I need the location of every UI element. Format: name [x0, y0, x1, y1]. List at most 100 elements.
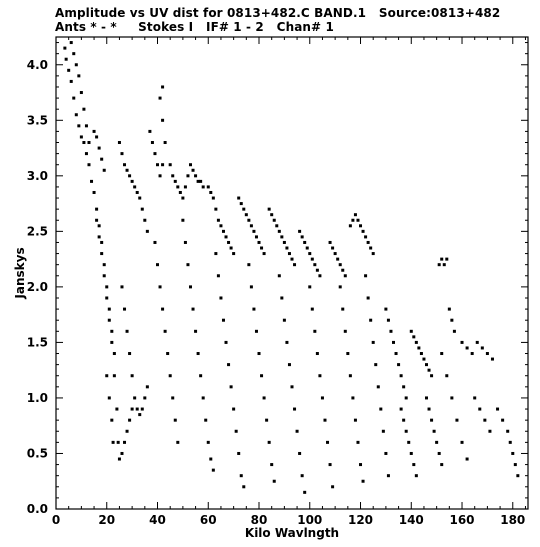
data-point	[282, 318, 286, 322]
data-point	[389, 329, 393, 333]
data-point	[328, 463, 332, 467]
data-point	[100, 157, 104, 161]
data-point	[353, 418, 357, 422]
data-point	[485, 352, 489, 356]
data-point	[414, 474, 418, 478]
data-point	[186, 174, 190, 178]
x-tick-label: 160	[449, 513, 474, 527]
x-axis-ticks: 0 20 40 60 80 100 120 140 160 180	[52, 37, 526, 527]
data-point	[196, 179, 200, 183]
data-point	[447, 307, 451, 311]
data-point	[87, 141, 91, 145]
data-point	[516, 474, 520, 478]
data-point	[348, 224, 352, 228]
data-point	[409, 451, 413, 455]
data-point	[424, 363, 428, 367]
data-point	[123, 440, 127, 444]
data-point	[364, 274, 368, 278]
data-point	[102, 263, 106, 267]
data-point	[84, 152, 88, 156]
data-point	[100, 252, 104, 256]
data-point	[262, 252, 266, 256]
data-point	[204, 418, 208, 422]
data-point	[338, 285, 342, 289]
data-point	[249, 224, 253, 228]
data-point	[130, 407, 134, 411]
data-point	[196, 352, 200, 356]
data-point	[82, 141, 86, 145]
data-point	[298, 451, 302, 455]
data-point	[102, 168, 106, 172]
data-point	[252, 307, 256, 311]
data-point	[384, 307, 388, 311]
data-point	[254, 329, 258, 333]
data-point	[232, 407, 236, 411]
data-point	[163, 329, 167, 333]
data-point	[239, 474, 243, 478]
y-tick-label: 3.0	[27, 169, 48, 183]
data-point	[150, 141, 154, 145]
data-point	[371, 340, 375, 344]
data-point	[209, 457, 213, 461]
data-point	[338, 263, 342, 267]
data-point	[384, 451, 388, 455]
data-point	[402, 385, 406, 389]
data-point	[209, 190, 213, 194]
data-point	[298, 229, 302, 233]
data-point	[513, 463, 517, 467]
data-point	[95, 218, 99, 222]
data-point	[290, 257, 294, 261]
data-point	[287, 252, 291, 256]
data-point	[161, 85, 165, 89]
data-point	[361, 229, 365, 233]
data-point	[475, 340, 479, 344]
data-point	[105, 285, 109, 289]
data-point	[176, 440, 180, 444]
data-point	[386, 474, 390, 478]
data-point	[234, 429, 238, 433]
data-point	[305, 246, 309, 250]
data-point	[414, 340, 418, 344]
data-point	[166, 352, 170, 356]
data-point	[260, 374, 264, 378]
data-point	[432, 429, 436, 433]
data-point	[216, 274, 220, 278]
data-point	[386, 318, 390, 322]
data-point	[328, 240, 332, 244]
data-point	[409, 329, 413, 333]
data-point	[376, 385, 380, 389]
data-point	[237, 196, 241, 200]
data-point	[404, 429, 408, 433]
data-point	[135, 407, 139, 411]
data-point	[412, 463, 416, 467]
data-point	[315, 268, 319, 272]
data-point	[247, 218, 251, 222]
data-point	[100, 240, 104, 244]
data-point	[313, 263, 317, 267]
data-point	[341, 307, 345, 311]
data-point	[133, 396, 137, 400]
data-point	[224, 235, 228, 239]
data-point	[247, 263, 251, 267]
data-point	[229, 385, 233, 389]
data-point	[450, 318, 454, 322]
data-point	[465, 457, 469, 461]
data-point	[445, 257, 449, 261]
data-point	[272, 479, 276, 483]
data-point	[168, 163, 172, 167]
data-point	[437, 263, 441, 267]
data-point	[267, 440, 271, 444]
data-point	[158, 174, 162, 178]
data-point	[374, 363, 378, 367]
data-point	[117, 141, 121, 145]
data-point	[107, 396, 111, 400]
data-point	[79, 91, 83, 95]
data-point	[430, 418, 434, 422]
data-point	[242, 485, 246, 489]
data-point	[77, 74, 81, 78]
plot-frame	[55, 36, 529, 510]
data-point	[232, 252, 236, 256]
data-point	[229, 246, 233, 250]
data-point	[394, 352, 398, 356]
